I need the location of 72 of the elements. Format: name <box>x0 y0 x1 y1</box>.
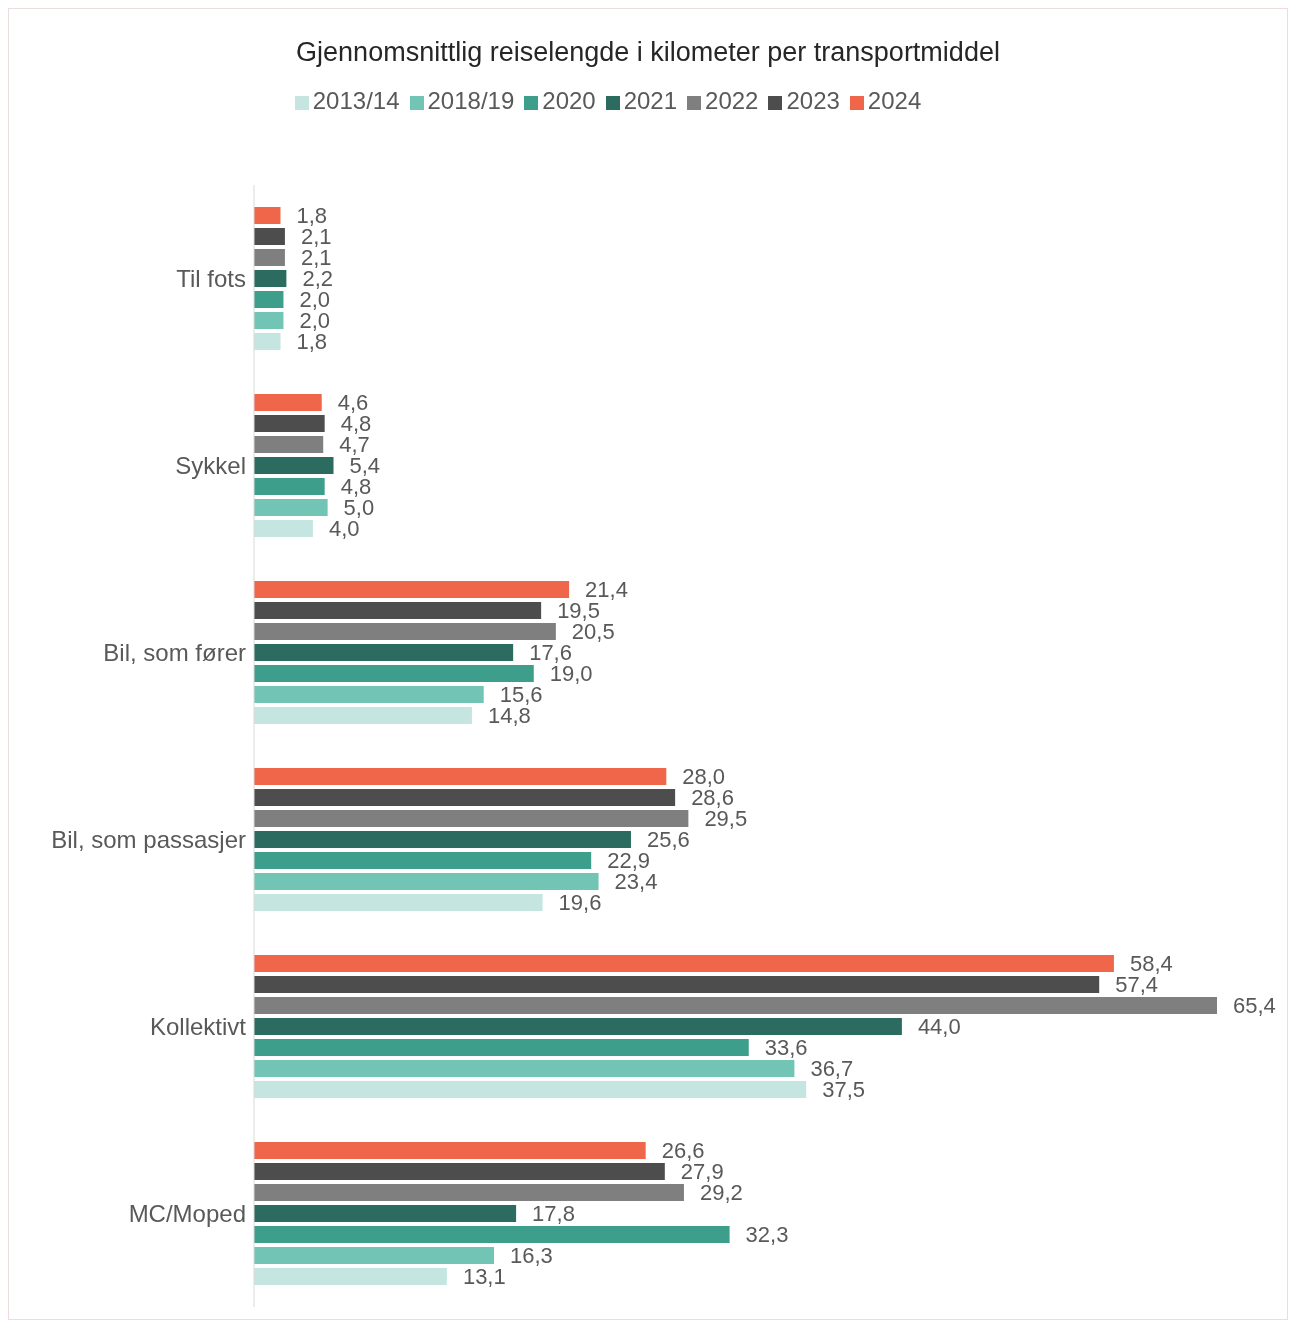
y-tick-label: Bil, som fører <box>103 639 246 667</box>
legend-label: 2024 <box>867 87 922 114</box>
legend-label: 2013/14 <box>312 87 400 114</box>
data-label: 26,6 <box>661 1138 705 1164</box>
data-label: 15,6 <box>499 682 543 708</box>
y-tick-label: Sykkel <box>175 452 246 480</box>
bar <box>254 581 570 598</box>
data-label: 17,8 <box>532 1201 575 1227</box>
bar <box>254 686 484 703</box>
data-label: 33,6 <box>764 1035 808 1061</box>
bar <box>254 997 1217 1014</box>
legend-label: 2020 <box>542 87 596 114</box>
data-label: 58,4 <box>1129 951 1173 977</box>
bar <box>254 520 313 537</box>
data-label: 44,0 <box>917 1014 961 1040</box>
data-label: 13,1 <box>462 1264 506 1290</box>
bar <box>254 291 284 308</box>
bar <box>254 333 281 350</box>
bar <box>254 955 1114 972</box>
bar <box>254 499 328 516</box>
bar <box>254 707 472 724</box>
bar <box>254 1081 807 1098</box>
data-label: 17,6 <box>529 640 572 666</box>
legend-label: 2018/19 <box>427 87 515 114</box>
bar <box>254 976 1100 993</box>
bar <box>254 644 514 661</box>
bar <box>254 873 599 890</box>
bar <box>254 436 324 453</box>
bar <box>254 1163 665 1180</box>
chart-title: Gjennomsnittlig reiselengde i kilometer per transportmiddel <box>295 36 1001 69</box>
bar <box>254 623 556 640</box>
bar <box>254 394 322 411</box>
bar <box>254 312 284 329</box>
bar <box>254 207 281 224</box>
bar <box>254 602 542 619</box>
data-label: 4,6 <box>337 390 369 416</box>
bar <box>254 249 285 266</box>
y-tick-label: MC/Moped <box>128 1200 246 1228</box>
bar <box>254 415 325 432</box>
data-label: 16,3 <box>510 1243 553 1269</box>
bar <box>254 1184 684 1201</box>
data-label: 1,8 <box>296 203 328 229</box>
bar <box>254 270 287 287</box>
bar <box>254 1018 902 1035</box>
data-label: 36,7 <box>810 1056 854 1082</box>
bar <box>254 665 534 682</box>
bar <box>254 789 676 806</box>
bar <box>254 810 689 827</box>
bar <box>254 831 631 848</box>
y-tick-label: Til fots <box>176 265 246 293</box>
data-label: 65,4 <box>1233 993 1276 1019</box>
bar <box>254 1226 730 1243</box>
bar <box>254 1142 646 1159</box>
legend-label: 2022 <box>705 87 759 114</box>
bar <box>254 894 543 911</box>
legend-label: 2021 <box>623 87 678 114</box>
bar <box>254 1039 749 1056</box>
y-tick-label: Bil, som passasjer <box>51 826 246 854</box>
bar <box>254 457 334 474</box>
bar <box>254 1205 517 1222</box>
bar <box>254 1060 795 1077</box>
bar <box>254 852 592 869</box>
bar <box>254 228 285 245</box>
bar <box>254 768 667 785</box>
bar <box>254 1247 495 1264</box>
bar <box>254 478 325 495</box>
data-label: 28,0 <box>682 764 726 790</box>
legend-label: 2023 <box>786 87 840 114</box>
data-label: 19,6 <box>558 890 602 916</box>
y-tick-label: Kollektivt <box>149 1013 247 1041</box>
data-label: 32,3 <box>745 1222 789 1248</box>
bar <box>254 1268 447 1285</box>
